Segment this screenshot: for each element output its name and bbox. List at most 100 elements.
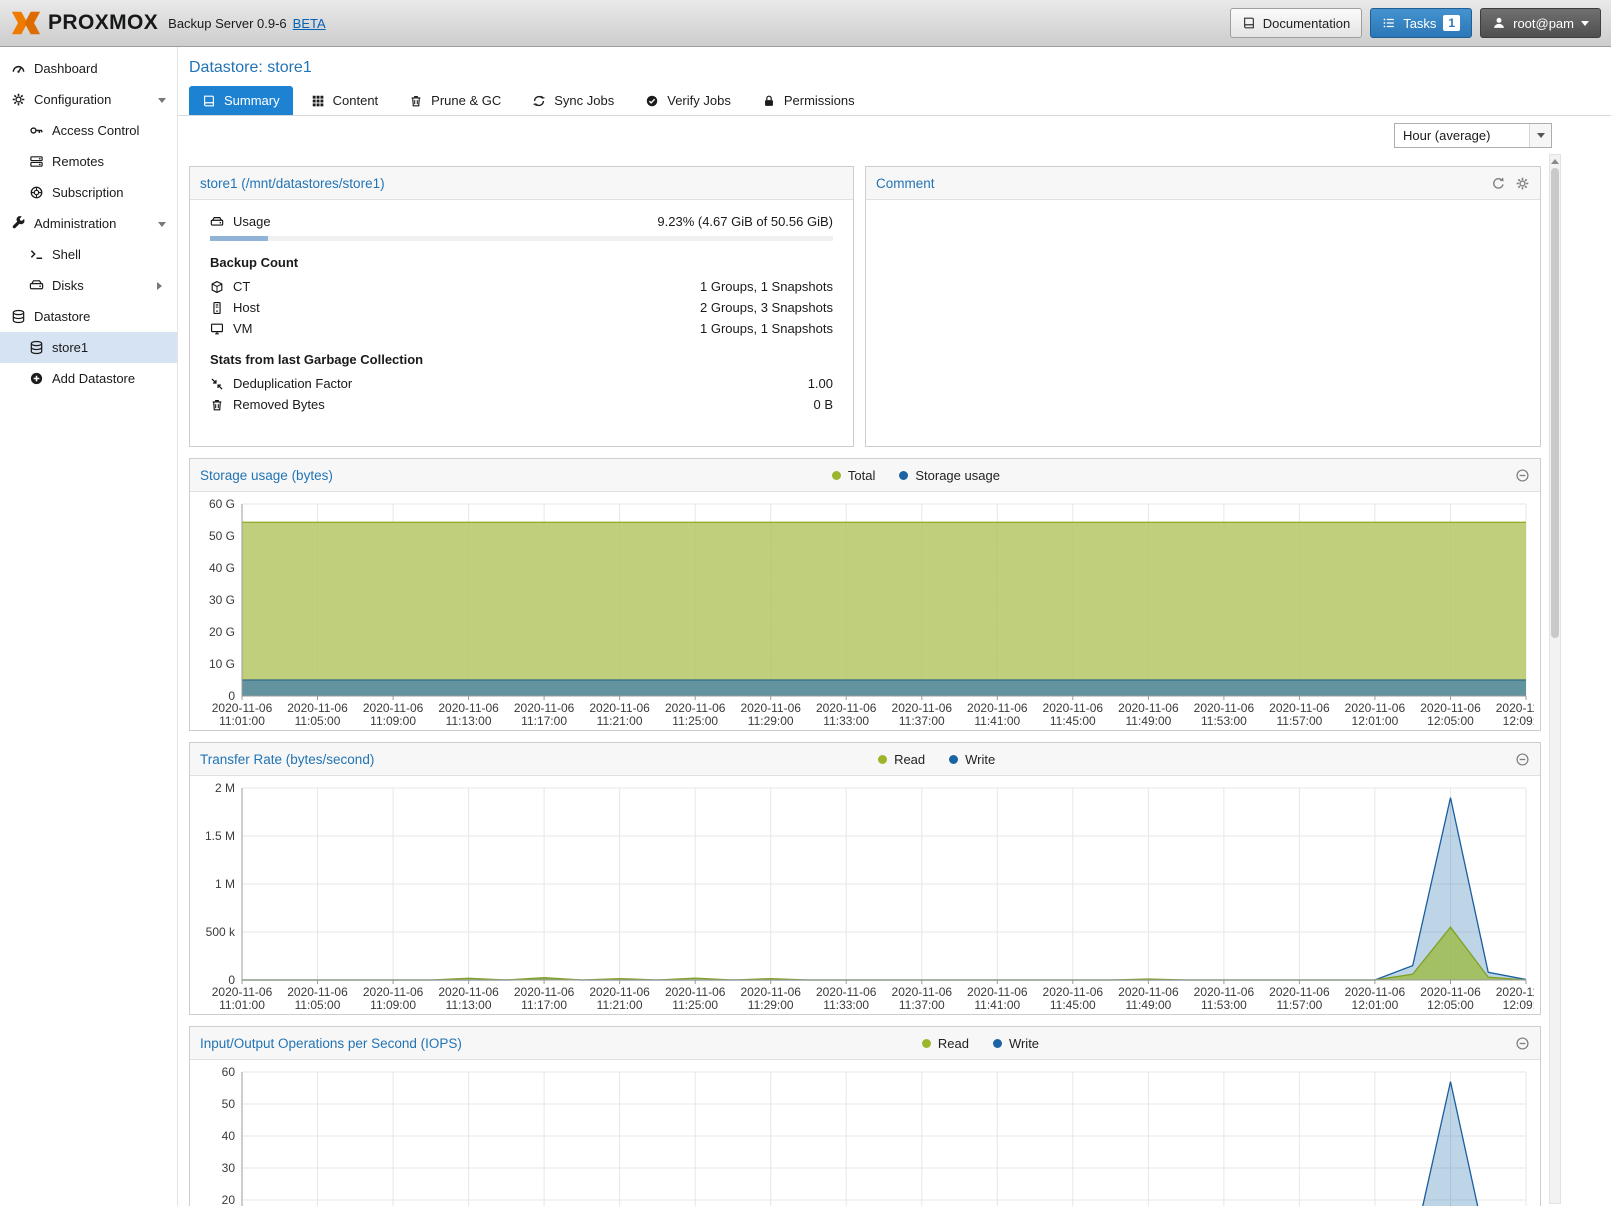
scroll-thumb[interactable]	[1551, 168, 1559, 638]
gauge-icon	[12, 66, 25, 73]
svg-text:2020-11-06: 2020-11-06	[892, 701, 953, 715]
svg-text:2 M: 2 M	[215, 781, 235, 795]
usage-value: 9.23% (4.67 GiB of 50.56 GiB)	[657, 214, 833, 229]
svg-text:2020-11-06: 2020-11-06	[1496, 985, 1534, 999]
database-icon	[12, 309, 25, 324]
combo-trigger-icon[interactable]	[1529, 123, 1551, 147]
sidebar-item-label: Disks	[52, 278, 84, 293]
legend-total[interactable]: Total	[831, 468, 875, 483]
legend-read[interactable]: Read	[921, 1036, 969, 1051]
collapse-chart-button[interactable]	[1515, 468, 1530, 483]
svg-text:11:25:00: 11:25:00	[672, 998, 718, 1012]
svg-text:11:33:00: 11:33:00	[823, 714, 869, 728]
collapse-chart-button[interactable]	[1515, 752, 1530, 767]
stat-label: VM	[233, 321, 253, 336]
stat-value: 2 Groups, 3 Snapshots	[700, 300, 833, 315]
svg-text:60 G: 60 G	[209, 497, 235, 511]
svg-text:2020-11-06: 2020-11-06	[363, 701, 424, 715]
sidebar-item-dashboard[interactable]: Dashboard	[0, 53, 177, 84]
svg-text:2020-11-06: 2020-11-06	[1420, 985, 1481, 999]
svg-text:11:41:00: 11:41:00	[974, 998, 1020, 1012]
storage-usage-chart-panel: Storage usage (bytes) Total Storage usage…	[189, 458, 1541, 731]
legend-read[interactable]: Read	[878, 752, 925, 767]
svg-text:2020-11-06: 2020-11-06	[1118, 701, 1179, 715]
gear-icon	[1516, 177, 1529, 189]
check-circle-icon	[647, 95, 658, 106]
scroll-up-arrow[interactable]	[1550, 155, 1560, 167]
legend-write[interactable]: Write	[992, 1036, 1039, 1051]
tasks-button[interactable]: Tasks 1	[1370, 8, 1473, 38]
sidebar-item-label: Shell	[52, 247, 81, 262]
legend-label: Write	[965, 751, 996, 767]
comment-title: Comment	[876, 175, 935, 191]
chevron-right-icon[interactable]	[157, 281, 166, 290]
sidebar-item-configuration[interactable]: Configuration	[0, 84, 177, 115]
svg-text:20: 20	[222, 1193, 236, 1206]
sidebar-item-label: Configuration	[34, 92, 112, 107]
sidebar-item-access-control[interactable]: Access Control	[0, 115, 177, 146]
legend-storage-usage[interactable]: Storage usage	[899, 468, 1000, 483]
book-icon	[1242, 16, 1256, 30]
app-subtitle: Backup Server 0.9-6	[168, 15, 287, 31]
task-list-icon	[1383, 18, 1394, 28]
sidebar-item-disks[interactable]: Disks	[0, 270, 177, 301]
stat-value: 1 Groups, 1 Snapshots	[700, 321, 833, 336]
sidebar-item-store1[interactable]: store1	[0, 332, 177, 363]
proxmox-x-icon	[11, 11, 41, 35]
sidebar-item-remotes[interactable]: Remotes	[0, 146, 177, 177]
svg-text:11:01:00: 11:01:00	[219, 998, 265, 1012]
sidebar-item-add-datastore[interactable]: Add Datastore	[0, 363, 177, 394]
stat-value: 1 Groups, 1 Snapshots	[700, 279, 833, 294]
tab-sync-jobs[interactable]: Sync Jobs	[519, 86, 627, 115]
hdd-icon	[29, 280, 44, 290]
svg-text:2020-11-06: 2020-11-06	[665, 701, 726, 715]
svg-text:11:13:00: 11:13:00	[446, 998, 492, 1012]
collapse-tool[interactable]	[1515, 752, 1530, 767]
minus-circle-icon	[1516, 468, 1529, 482]
vertical-scrollbar[interactable]	[1549, 154, 1561, 1204]
chevron-down-icon[interactable]	[158, 97, 166, 107]
refresh-tool[interactable]	[1491, 176, 1506, 191]
gear-tool[interactable]	[1515, 176, 1530, 191]
legend-dot-read	[878, 754, 888, 764]
tab-verify-jobs[interactable]: Verify Jobs	[632, 86, 744, 115]
chevron-down-icon[interactable]	[158, 221, 166, 231]
svg-text:11:17:00: 11:17:00	[521, 714, 567, 728]
main-area: Datastore: store1 Summary Content Prune & …	[178, 47, 1611, 1206]
sidebar-item-datastore[interactable]: Datastore	[0, 301, 177, 332]
transfer-rate-chart-legend: Read Write	[878, 752, 995, 767]
svg-text:12:01:00: 12:01:00	[1352, 714, 1399, 728]
beta-link[interactable]: BETA	[292, 15, 326, 31]
documentation-button[interactable]: Documentation	[1229, 8, 1363, 38]
usage-progressbar	[210, 236, 833, 241]
sync-icon	[533, 95, 545, 106]
stat-label: Host	[233, 300, 260, 315]
lock-icon	[764, 95, 773, 106]
svg-text:2020-11-06: 2020-11-06	[438, 701, 499, 715]
sidebar-item-shell[interactable]: Shell	[0, 239, 177, 270]
tab-permissions[interactable]: Permissions	[749, 86, 868, 115]
legend-write[interactable]: Write	[949, 752, 995, 767]
svg-text:11:37:00: 11:37:00	[899, 998, 945, 1012]
collapse-tool[interactable]	[1515, 468, 1530, 483]
key-icon	[30, 127, 43, 134]
sidebar-item-label: Remotes	[52, 154, 105, 169]
usage-progress-fill	[210, 236, 268, 241]
task-list-icon	[1382, 16, 1396, 30]
tab-prune-gc[interactable]: Prune & GC	[396, 86, 514, 115]
svg-text:2020-11-06: 2020-11-06	[514, 701, 575, 715]
tab-summary[interactable]: Summary	[189, 86, 293, 115]
collapse-tool[interactable]	[1515, 1036, 1530, 1051]
svg-text:2020-11-06: 2020-11-06	[438, 985, 499, 999]
sidebar-item-administration[interactable]: Administration	[0, 208, 177, 239]
user-menu-button[interactable]: root@pam	[1480, 8, 1601, 38]
svg-text:11:57:00: 11:57:00	[1276, 998, 1322, 1012]
compress-icon	[211, 377, 223, 390]
svg-text:12:09:00: 12:09:00	[1503, 714, 1534, 728]
time-range-select[interactable]: Hour (average)	[1394, 122, 1552, 148]
sidebar-item-label: Add Datastore	[52, 371, 136, 386]
svg-text:11:05:00: 11:05:00	[295, 998, 341, 1012]
collapse-chart-button[interactable]	[1515, 1036, 1530, 1051]
tab-content[interactable]: Content	[298, 86, 392, 115]
sidebar-item-subscription[interactable]: Subscription	[0, 177, 177, 208]
